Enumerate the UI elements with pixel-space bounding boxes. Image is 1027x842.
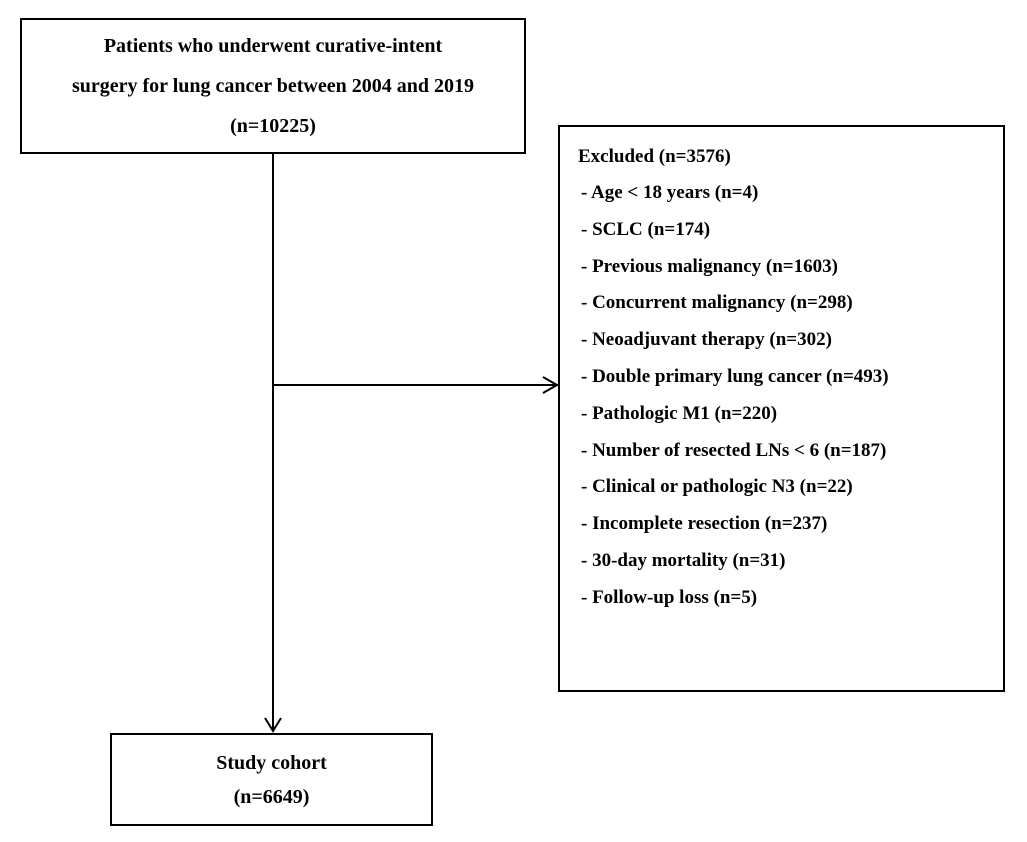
excluded-item: - Double primary lung cancer (n=493) bbox=[581, 365, 889, 387]
excluded-item: - Follow-up loss (n=5) bbox=[581, 586, 758, 608]
main-flow-arrowhead bbox=[264, 717, 282, 733]
end-box: Study cohort (n=6649) bbox=[110, 733, 433, 826]
start-box-line: (n=10225) bbox=[230, 115, 316, 137]
start-box-line: Patients who underwent curative-intent bbox=[103, 35, 443, 57]
excluded-item: - Previous malignancy (n=1603) bbox=[581, 255, 838, 277]
excluded-item: - 30-day mortality (n=31) bbox=[581, 549, 786, 571]
end-box-line: Study cohort bbox=[216, 751, 327, 774]
excluded-item: - Concurrent malignancy (n=298) bbox=[581, 292, 853, 314]
excluded-item: - Incomplete resection (n=237) bbox=[581, 513, 828, 535]
end-box-line: (n=6649) bbox=[233, 785, 310, 808]
excluded-item: - Number of resected LNs < 6 (n=187) bbox=[581, 439, 887, 461]
excluded-item: - Pathologic M1 (n=220) bbox=[581, 402, 778, 424]
excluded-box: Excluded (n=3576) - Age < 18 years (n=4)… bbox=[558, 125, 1005, 692]
excluded-title: Excluded (n=3576) bbox=[578, 146, 731, 167]
excluded-item: - Age < 18 years (n=4) bbox=[581, 182, 759, 203]
excluded-item: - Clinical or pathologic N3 (n=22) bbox=[581, 476, 853, 498]
excluded-item: - SCLC (n=174) bbox=[581, 218, 711, 240]
start-box: Patients who underwent curative-intent s… bbox=[20, 18, 526, 154]
start-box-line: surgery for lung cancer between 2004 and… bbox=[71, 75, 474, 97]
exclusion-branch-arrowhead bbox=[542, 376, 560, 394]
excluded-item: - Neoadjuvant therapy (n=302) bbox=[581, 329, 832, 351]
